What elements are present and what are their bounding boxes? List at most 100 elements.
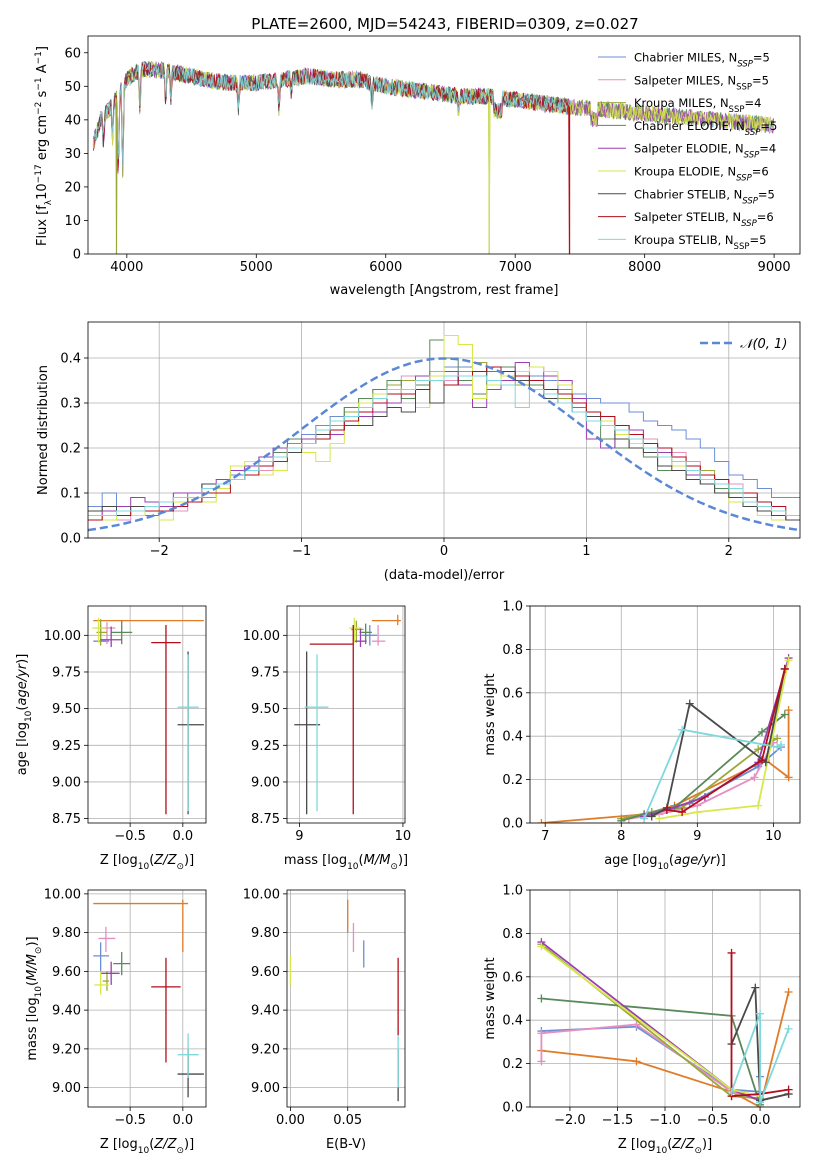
label-part: Normed distribution [36, 365, 51, 495]
legend-sub: SSP [741, 219, 757, 229]
label-part: )] [25, 936, 40, 946]
x-tick-label: 0.0 [172, 1113, 193, 1128]
plot-area [289, 899, 399, 1102]
weight-line-6 [540, 945, 761, 1098]
residual-histogram-panel: −2 −1 0 1 2 0.0 0.1 0.2 0.3 0.4 𝒩(0, 1) (data-model… [36, 321, 801, 583]
weight-marker [727, 1087, 736, 1096]
plot-area [92, 60, 774, 254]
plot-area [88, 335, 800, 532]
weight-marker [784, 656, 793, 665]
y-tick-label: 10.00 [243, 629, 280, 644]
legend-sub: SSP [734, 242, 750, 252]
label-part: age [log [15, 722, 30, 775]
y-tick-label: 9.80 [251, 926, 280, 941]
legend-n: =4 [759, 142, 776, 156]
legend-name: Kroupa MILES, N [634, 96, 729, 110]
y-tick-label: 0.2 [502, 773, 523, 788]
weight-marker [784, 987, 793, 996]
label-part: age/yr [674, 853, 717, 868]
legend-label-1: Salpeter MILES, NSSP=5 [634, 73, 769, 92]
y-tick-label: 10 [64, 214, 81, 229]
weight-marker [632, 1057, 641, 1066]
x-tick-label: 0.05 [333, 1113, 362, 1128]
age_vs_Z-xlabel: Z [log10(Z/Z⊙)] [100, 853, 194, 872]
label-part: ] [35, 46, 50, 51]
axes-frame [87, 889, 207, 1108]
y-tick-label: 0.8 [502, 927, 523, 942]
y-tick-label: 60 [64, 46, 81, 61]
legend-label-7: Salpeter STELIB, NSSP=6 [634, 210, 774, 229]
weight-marker [537, 942, 546, 951]
y-tick-label: 1.0 [502, 884, 523, 899]
weight-marker [773, 734, 782, 743]
label-part: ( [25, 981, 40, 986]
age_vs_Z-ylabel: age [log10(age/yr)] [15, 654, 34, 776]
label-part: Z [log [100, 1137, 138, 1152]
label-part: )] [716, 853, 726, 868]
x-tick-label: 9 [295, 829, 303, 844]
weight-line-8 [666, 668, 786, 814]
label-part: M/M [25, 954, 40, 981]
axes: −2.0 −1.5 −1.0 −0.5 0.0 0.0 0.2 0.4 0.6 0.8 1.0 [502, 884, 801, 1128]
axes: −2 −1 0 1 2 0.0 0.1 0.2 0.3 0.4 𝒩(0, 1) [60, 321, 801, 559]
label-part: Flux [f [35, 205, 50, 246]
label-part: −17 [34, 164, 44, 183]
y-tick-label: 0.6 [502, 686, 523, 701]
y-tick-label: 9.60 [251, 965, 280, 980]
axes: 9 10 8.75 9.00 9.25 9.50 9.75 10.00 [243, 605, 411, 844]
weight_vs_Z-xlabel: Z [log10(Z/Z⊙)] [618, 1137, 712, 1156]
weight-marker [537, 819, 546, 823]
legend-name: Salpeter ELODIE, N [634, 142, 744, 156]
y-tick-label: 9.00 [52, 1081, 81, 1096]
label-part: 10 [657, 862, 669, 872]
label-part: mass [log [25, 997, 40, 1060]
y-tick-label: 9.25 [52, 739, 81, 754]
grid-lines [287, 606, 405, 823]
weight-marker [647, 812, 656, 821]
legend-sub: SSP [729, 105, 745, 115]
legend-name: Chabrier ELODIE, N [634, 119, 745, 133]
weight-line-8 [730, 952, 789, 1098]
weight-line-1 [541, 1025, 761, 1093]
weight_vs_age-xlabel: age [log10(age/yr)] [604, 853, 726, 872]
y-tick-label: 0.0 [60, 532, 81, 547]
label-part: s [35, 90, 50, 101]
label-part: M/M [364, 853, 391, 868]
label-part: )] [184, 1137, 194, 1152]
legend-label-5: Kroupa ELODIE, NSSP=6 [634, 165, 769, 184]
x-tick-label: 0.00 [276, 1113, 305, 1128]
weight-marker [756, 1009, 765, 1018]
legend-n: =5 [758, 187, 775, 201]
axes-frame [286, 605, 406, 824]
label-part: ⊙ [176, 862, 184, 872]
label-part: ⊙ [176, 1146, 184, 1156]
x-tick-label: 10 [765, 829, 782, 844]
label-part: Z/Z [153, 1137, 177, 1152]
y-tick-label: 0 [73, 248, 81, 263]
y-tick-label: 20 [64, 180, 81, 195]
spectrum-line-5 [92, 60, 774, 254]
legend-label-6: Chabrier STELIB, NSSP=5 [634, 187, 775, 206]
weight-marker [754, 801, 763, 810]
legend-label-2: Kroupa MILES, NSSP=4 [634, 96, 761, 115]
y-tick-label: 0.4 [502, 730, 523, 745]
weight-marker [784, 1085, 793, 1094]
label-part: 10 [347, 862, 359, 872]
weight-marker [655, 814, 664, 823]
spectrum-panel: 4000 5000 6000 7000 8000 9000 0 10 20 30 40 50 60 Cha… [34, 35, 801, 298]
weight-marker [685, 699, 694, 708]
legend-n: =5 [749, 233, 766, 247]
y-tick-label: 9.40 [52, 1004, 81, 1019]
x-tick-label: 9 [693, 829, 701, 844]
y-tick-label: 0.4 [502, 1014, 523, 1029]
label-part: ( [359, 853, 364, 868]
x-tick-label: −1.5 [602, 1113, 634, 1128]
x-tick-label: 0 [440, 544, 448, 559]
weight_vs_age-ylabel: mass weight [483, 673, 498, 755]
label-part: )] [702, 1137, 712, 1152]
weight-marker [537, 1057, 546, 1066]
legend-n: =5 [752, 73, 769, 87]
weight-marker [678, 725, 687, 734]
